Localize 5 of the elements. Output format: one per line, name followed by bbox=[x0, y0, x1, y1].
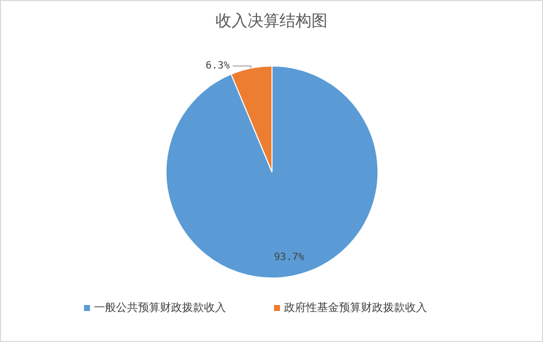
chart-title: 收入决算结构图 bbox=[216, 11, 328, 30]
legend-label: 一般公共预算财政拨款收入 bbox=[94, 301, 226, 314]
data-label: 6.3% bbox=[206, 60, 230, 72]
legend-label: 政府性基金预算财政拨款收入 bbox=[284, 301, 427, 314]
data-label: 93.7% bbox=[274, 252, 304, 263]
